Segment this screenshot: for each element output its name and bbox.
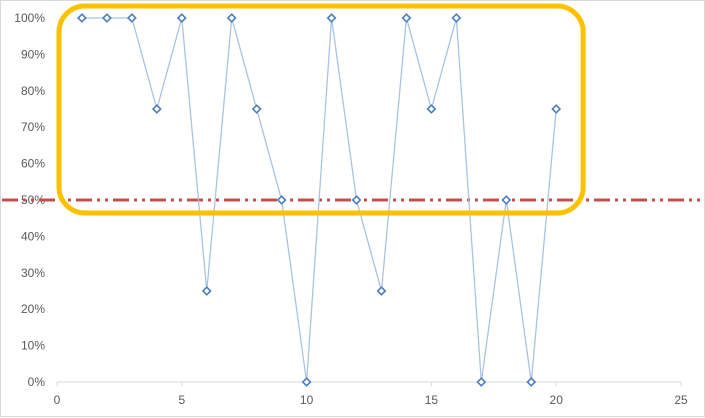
data-point	[351, 195, 362, 205]
y-tick-label: 10%	[21, 339, 45, 353]
x-tick-label: 10	[300, 393, 314, 407]
y-tick-label: 20%	[21, 302, 45, 316]
x-tick-label: 20	[550, 393, 564, 407]
data-point	[526, 377, 537, 387]
highlight-box	[56, 3, 586, 216]
data-point	[251, 104, 262, 114]
y-tick-label: 40%	[21, 229, 45, 243]
x-tick-label: 5	[178, 393, 185, 407]
data-point	[201, 286, 212, 296]
y-tick-label: 0%	[28, 375, 46, 389]
data-point	[176, 13, 187, 23]
data-point	[376, 286, 387, 296]
series-line	[81, 17, 557, 383]
y-tick-label: 30%	[21, 266, 45, 280]
x-tick-label: 25	[674, 393, 688, 407]
data-point	[476, 377, 487, 387]
data-point	[77, 13, 87, 23]
data-point	[151, 104, 162, 114]
data-point	[301, 377, 312, 387]
data-point	[276, 195, 287, 205]
data-point	[551, 104, 562, 114]
x-tick-label: 15	[425, 393, 439, 407]
y-tick-label: 100%	[14, 11, 45, 25]
data-point	[401, 13, 412, 23]
y-tick-label: 70%	[21, 120, 45, 134]
data-point	[101, 13, 112, 23]
y-tick-label: 90%	[21, 47, 45, 61]
data-point	[451, 13, 462, 23]
data-point	[226, 13, 237, 23]
y-tick-label: 80%	[21, 84, 45, 98]
x-tick-label: 0	[54, 393, 61, 407]
data-point	[126, 13, 137, 23]
data-point	[326, 13, 337, 23]
data-point	[501, 195, 512, 205]
y-tick-label: 60%	[21, 157, 45, 171]
data-point	[426, 104, 437, 114]
